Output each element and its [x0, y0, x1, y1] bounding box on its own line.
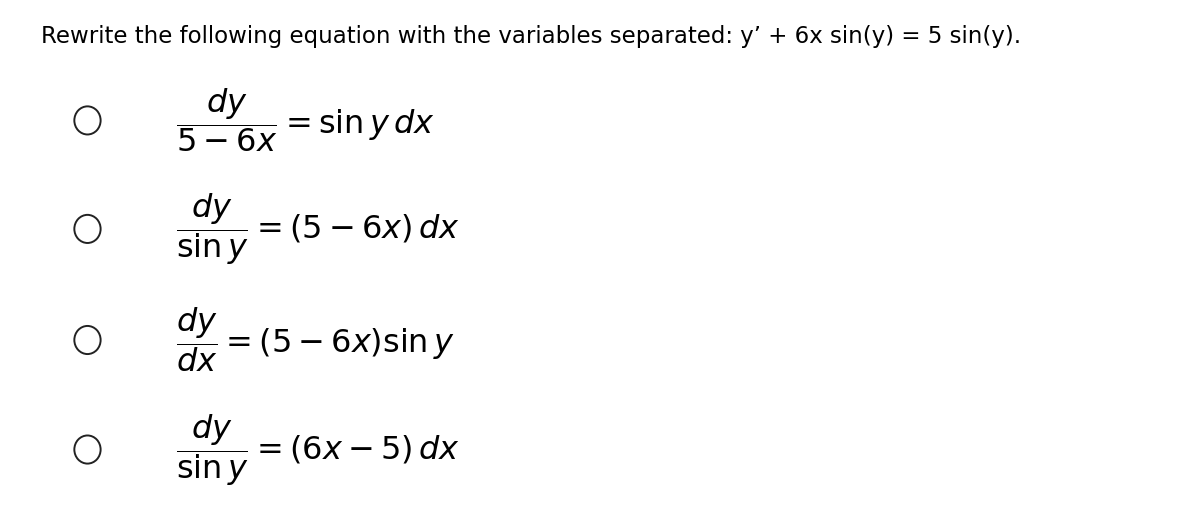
- Text: $\dfrac{dy}{\sin y} = (5 - 6x)\,dx$: $\dfrac{dy}{\sin y} = (5 - 6x)\,dx$: [176, 191, 461, 267]
- Text: $\dfrac{dy}{dx} = (5 - 6x)\sin y$: $\dfrac{dy}{dx} = (5 - 6x)\sin y$: [176, 306, 455, 374]
- Text: Rewrite the following equation with the variables separated: y’ + 6x sin(y) = 5 : Rewrite the following equation with the …: [41, 25, 1021, 48]
- Text: $\dfrac{dy}{5-6x} = \sin y\,dx$: $\dfrac{dy}{5-6x} = \sin y\,dx$: [176, 87, 436, 154]
- Text: $\dfrac{dy}{\sin y} = (6x - 5)\,dx$: $\dfrac{dy}{\sin y} = (6x - 5)\,dx$: [176, 412, 461, 488]
